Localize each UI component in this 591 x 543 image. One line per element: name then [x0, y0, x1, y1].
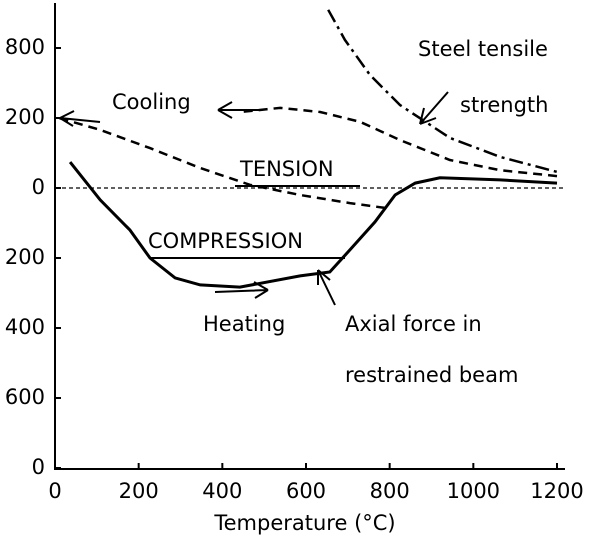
x-axis-title: Temperature (°C) [213, 511, 395, 535]
y-tick-label: 400 [5, 315, 45, 339]
annotation: TENSION [239, 157, 334, 181]
x-tick-label: 400 [202, 479, 242, 503]
arrow [419, 91, 449, 125]
annotation: Steel tensile [418, 37, 548, 61]
annotation: Heating [203, 312, 285, 336]
arrow [317, 269, 336, 306]
annotation: Cooling [112, 90, 191, 114]
y-tick-label: 0 [32, 175, 45, 199]
x-tick-label: 200 [119, 479, 159, 503]
x-tick-label: 0 [48, 479, 61, 503]
series-line [327, 9, 558, 174]
series-line [68, 161, 558, 289]
x-tick-label: 1200 [530, 479, 583, 503]
y-tick-label: 800 [5, 35, 45, 59]
x-tick-label: 800 [370, 479, 410, 503]
x-tick-label: 1000 [447, 479, 500, 503]
y-tick-label: 0 [32, 455, 45, 479]
annotation: strength [460, 93, 548, 117]
arrow [217, 101, 262, 119]
series-line [54, 106, 558, 210]
annotation: restrained beam [345, 363, 518, 387]
y-tick-label: 600 [5, 385, 45, 409]
x-tick-label: 600 [286, 479, 326, 503]
y-tick-label: 200 [5, 105, 45, 129]
y-tick-label: 200 [5, 245, 45, 269]
annotation: Axial force in [345, 312, 482, 336]
annotation: COMPRESSION [148, 229, 303, 253]
